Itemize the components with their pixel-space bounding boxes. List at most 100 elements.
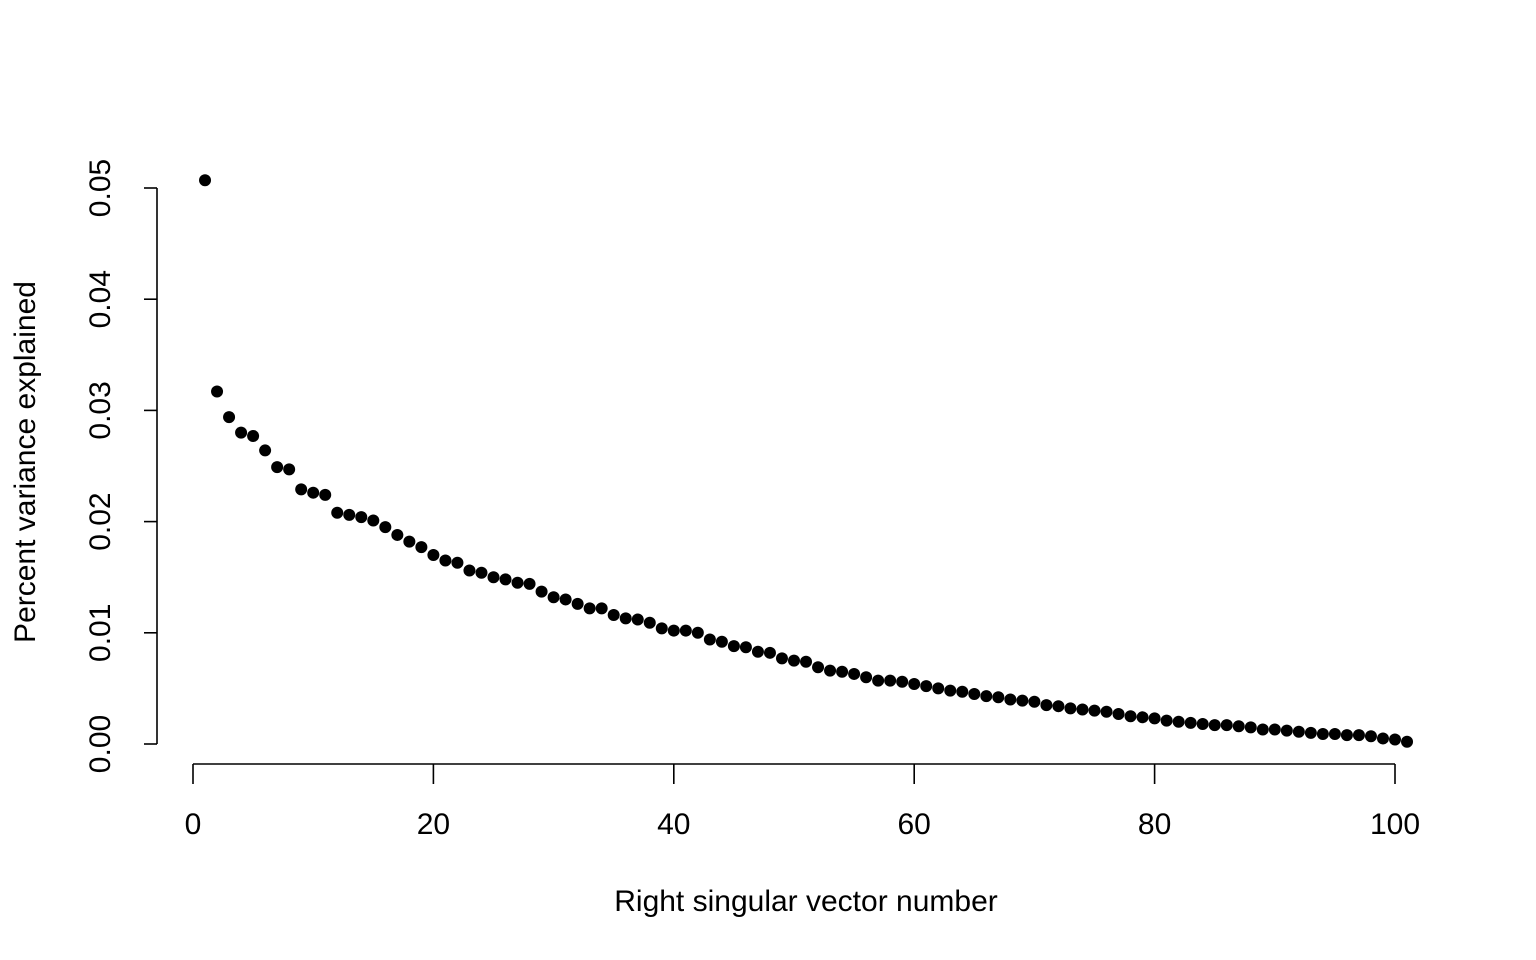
data-point [1268, 723, 1281, 736]
data-point [1052, 700, 1065, 713]
data-point [463, 564, 476, 577]
x-tick-label: 80 [1138, 808, 1171, 841]
data-point [1352, 729, 1365, 742]
data-point [908, 677, 921, 690]
y-axis: 0.00 0.01 0.02 0.03 0.04 0.05 [84, 159, 158, 773]
data-point [259, 444, 272, 457]
data-point [403, 535, 416, 548]
data-point [499, 573, 512, 586]
data-point [271, 461, 284, 474]
data-point [1040, 699, 1053, 712]
data-point [1136, 711, 1149, 724]
y-tick-label: 0.00 [84, 715, 117, 773]
data-point [475, 566, 488, 579]
data-point [223, 411, 236, 424]
data-point [1376, 732, 1389, 745]
data-point [788, 654, 800, 667]
y-tick-label: 0.03 [84, 381, 117, 439]
data-point [511, 576, 524, 589]
data-point [667, 624, 680, 637]
data-point [1292, 725, 1305, 738]
data-point [379, 521, 392, 534]
data-point [691, 626, 704, 639]
data-point [199, 174, 212, 187]
data-point [836, 665, 849, 678]
data-point [1232, 720, 1245, 733]
data-point [1064, 702, 1077, 715]
data-point [1100, 705, 1113, 718]
data-point [1220, 719, 1233, 732]
x-tick-label: 40 [657, 808, 690, 841]
x-tick-label: 20 [417, 808, 450, 841]
data-point [1004, 693, 1017, 706]
data-point [1016, 694, 1029, 707]
data-point [1316, 727, 1329, 740]
data-point [932, 682, 945, 695]
data-points [199, 174, 1414, 748]
data-point [1280, 724, 1293, 737]
data-point [643, 616, 656, 629]
data-point [1389, 733, 1401, 746]
x-tick-label: 0 [185, 808, 202, 841]
data-point [487, 571, 500, 584]
data-point [547, 591, 560, 604]
y-tick-label: 0.04 [84, 270, 117, 328]
data-point [367, 514, 380, 527]
data-point [619, 612, 632, 625]
data-point [319, 488, 332, 501]
data-point [451, 556, 464, 569]
data-point [992, 691, 1005, 704]
data-point [1172, 715, 1185, 728]
data-point [896, 675, 909, 688]
data-point [1364, 730, 1377, 743]
data-point [944, 684, 957, 697]
data-point [631, 613, 644, 626]
data-point [739, 641, 752, 654]
data-point [523, 577, 536, 590]
data-point [571, 597, 584, 610]
data-point [824, 664, 837, 677]
data-point [703, 633, 716, 646]
data-point [247, 429, 260, 442]
x-tick-label: 60 [898, 808, 931, 841]
data-point [235, 426, 248, 439]
data-point [715, 635, 728, 648]
data-point [1401, 735, 1414, 748]
data-point [391, 528, 404, 541]
data-point [415, 541, 428, 554]
y-tick-label: 0.05 [84, 159, 117, 217]
data-point [812, 661, 825, 674]
data-point [1112, 707, 1125, 720]
data-point [1076, 703, 1089, 716]
data-point [860, 671, 873, 684]
y-tick-label: 0.02 [84, 492, 117, 550]
data-point [727, 640, 740, 653]
data-point [1160, 714, 1173, 727]
data-point [295, 483, 308, 496]
data-point [920, 680, 933, 693]
data-point [751, 645, 764, 658]
data-point [211, 385, 224, 398]
data-point [848, 667, 861, 680]
data-point [763, 646, 776, 659]
y-axis-title: Percent variance explained [9, 281, 42, 643]
data-point [800, 655, 813, 668]
data-point [583, 602, 596, 615]
data-point [331, 506, 344, 519]
x-axis-title: Right singular vector number [614, 885, 998, 918]
data-point [355, 511, 368, 524]
data-point [535, 585, 548, 598]
data-point [307, 486, 320, 499]
data-point [655, 622, 668, 635]
data-point [1088, 704, 1101, 717]
data-point [427, 548, 440, 561]
data-point [775, 652, 788, 665]
data-point [1028, 695, 1041, 708]
data-point [1256, 723, 1269, 736]
data-point [283, 463, 296, 476]
data-point [559, 593, 572, 606]
y-tick-label: 0.01 [84, 604, 117, 662]
data-point [884, 674, 897, 687]
data-point [1148, 712, 1161, 725]
